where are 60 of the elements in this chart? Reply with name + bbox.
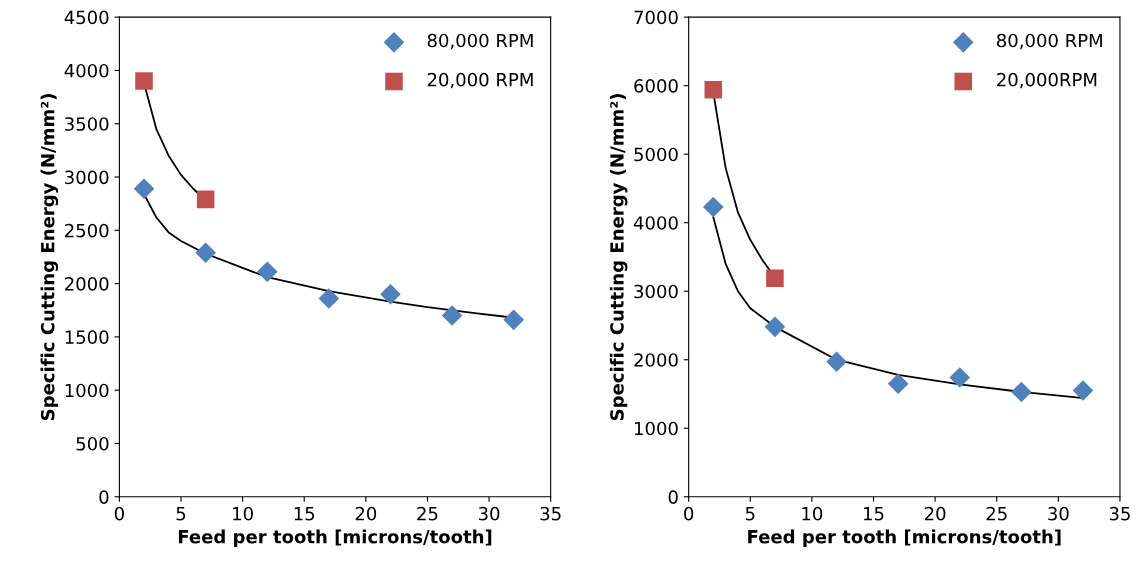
point — [195, 242, 216, 263]
x-tick-label: 35 — [540, 506, 561, 521]
y-tick-label: 3500 — [65, 117, 109, 131]
y-tick-label: 3000 — [634, 284, 678, 299]
x-tick-label: 0 — [684, 506, 694, 521]
legend-label: 20,000 RPM — [427, 72, 533, 89]
x-tick-label: 35 — [1109, 506, 1130, 521]
point — [704, 80, 723, 99]
y-tick-label: 5000 — [634, 147, 678, 162]
point — [380, 283, 401, 305]
y-tick-label: 500 — [76, 436, 109, 451]
y-tick-label: 4500 — [64, 10, 109, 25]
y-tick-label: 6000 — [634, 79, 678, 93]
x-tick-label: 5 — [176, 507, 186, 521]
point — [256, 261, 278, 283]
y-tick-label: 2500 — [65, 223, 109, 238]
y-tick-label: 2000 — [634, 353, 678, 367]
y-tick-label: 1000 — [65, 383, 109, 398]
y-tick-label: 1000 — [634, 421, 678, 436]
legend-label: 80,000 RPM — [996, 33, 1102, 50]
point — [133, 178, 155, 200]
legend-label: 20,000RPM — [997, 72, 1097, 89]
y-tick-label: 3000 — [65, 170, 109, 185]
y-tick-label: 4000 — [633, 216, 678, 230]
x-tick-label: 20 — [924, 506, 946, 521]
y-tick-label: 1500 — [65, 330, 109, 345]
point — [1072, 380, 1094, 401]
point — [826, 351, 847, 373]
y-axis-title: Specific Cutting Energy (N/mm²) — [609, 94, 628, 421]
x-axis-title: Feed per tooth [microns/tooth] — [178, 529, 492, 547]
x-tick-label: 30 — [1048, 506, 1069, 521]
point — [703, 196, 724, 218]
point — [887, 373, 909, 395]
legend-label: 80,000 RPM — [427, 33, 533, 50]
point — [764, 316, 786, 338]
y-tick-label: 2000 — [65, 277, 109, 291]
point — [503, 309, 524, 331]
point — [949, 367, 971, 388]
y-tick-label: 7000 — [634, 10, 678, 25]
x-axis-title: Feed per tooth [microns/tooth] — [748, 529, 1061, 547]
point — [766, 269, 784, 287]
x-tick-label: 30 — [478, 506, 500, 521]
point — [441, 305, 463, 326]
x-tick-label: 0 — [114, 506, 124, 521]
x-tick-label: 15 — [294, 507, 315, 521]
point — [135, 72, 153, 90]
point — [196, 190, 215, 209]
x-tick-label: 20 — [355, 506, 377, 521]
x-tick-label: 5 — [745, 507, 755, 521]
x-tick-label: 25 — [417, 506, 438, 521]
point — [1011, 381, 1032, 403]
x-tick-label: 15 — [864, 507, 884, 521]
y-tick-label: 0 — [99, 490, 109, 504]
point — [318, 288, 340, 309]
x-tick-label: 10 — [802, 506, 823, 521]
y-tick-label: 0 — [668, 490, 678, 504]
x-tick-label: 25 — [986, 506, 1007, 521]
y-axis-title: Specific Cutting Energy (N/mm²) — [40, 94, 59, 421]
x-tick-label: 10 — [233, 506, 253, 521]
y-tick-label: 4000 — [64, 63, 109, 78]
